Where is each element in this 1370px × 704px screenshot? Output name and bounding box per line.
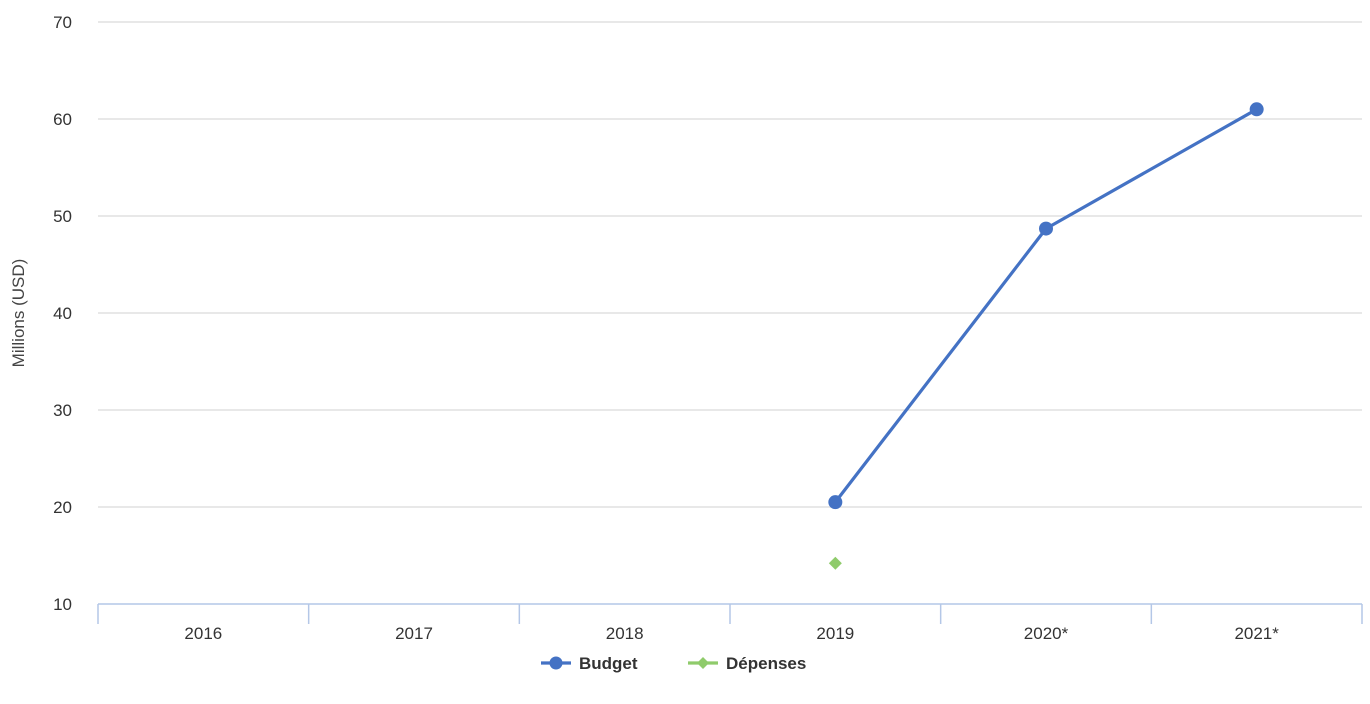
y-tick-label: 70	[53, 13, 72, 32]
y-axis-title: Millions (USD)	[9, 259, 28, 368]
y-tick-label: 60	[53, 110, 72, 129]
x-tick-label: 2018	[606, 624, 644, 643]
y-tick-label: 10	[53, 595, 72, 614]
y-tick-label: 40	[53, 304, 72, 323]
y-tick-label: 30	[53, 401, 72, 420]
x-tick-label: 2017	[395, 624, 433, 643]
data-point	[1039, 221, 1053, 236]
legend-label: Dépenses	[726, 654, 806, 673]
series-line-budget	[834, 107, 1258, 504]
data-point	[828, 556, 842, 570]
legend-swatch-marker	[697, 657, 709, 669]
gridlines	[98, 21, 1362, 508]
legend-swatch-marker	[549, 656, 563, 670]
y-tick-label: 20	[53, 498, 72, 517]
x-tick-label: 2020*	[1024, 624, 1069, 643]
y-tick-label: 50	[53, 207, 72, 226]
x-tick-label: 2019	[816, 624, 854, 643]
x-axis: 2016 2017 2018 2019 2020* 2021*	[97, 603, 1363, 643]
x-tick-label: 2016	[184, 624, 222, 643]
data-point	[828, 495, 843, 510]
x-tick-label: 2021*	[1234, 624, 1279, 643]
y-axis-ticks: 10 20 30 40 50 60 70	[53, 13, 72, 614]
series-layer	[828, 102, 1264, 570]
legend: Budget Dépenses	[541, 654, 806, 673]
data-point	[1249, 102, 1264, 117]
legend-label: Budget	[579, 654, 638, 673]
